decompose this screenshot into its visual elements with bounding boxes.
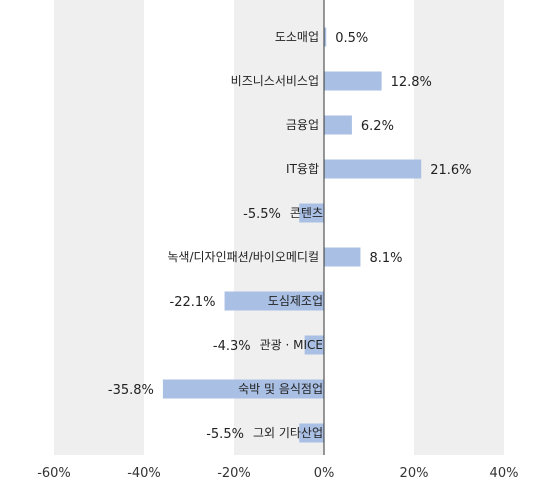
background-bands (54, 0, 504, 455)
bar (324, 71, 382, 91)
value-label: -35.8% (108, 383, 154, 398)
bar (324, 115, 352, 135)
x-tick-label: 20% (400, 466, 429, 481)
category-label: 도심제조업 (268, 294, 323, 308)
category-label: 숙박 및 음식점업 (238, 382, 323, 396)
bars (162, 27, 422, 443)
x-axis-ticks: -60% -40% -20% 0% 20% 40% (37, 466, 518, 481)
bar (299, 203, 324, 223)
x-tick-label: 0% (314, 466, 335, 481)
background-band (54, 0, 144, 455)
bar (324, 247, 361, 267)
bar (299, 423, 324, 443)
background-band (414, 0, 504, 455)
x-tick-label: -60% (37, 466, 71, 481)
background-band (234, 0, 324, 455)
x-tick-label: -40% (127, 466, 161, 481)
category-label: 녹색/디자인패션/바이오메디컬 (167, 250, 319, 264)
x-tick-label: 40% (490, 466, 519, 481)
value-label: 6.2% (361, 119, 394, 134)
value-label: -4.3% (213, 339, 251, 354)
category-label: 관광 · MICE (260, 338, 323, 352)
value-label: -5.5% (206, 427, 244, 442)
bar (162, 379, 324, 399)
value-label: -22.1% (170, 295, 216, 310)
category-label: 콘텐츠 (290, 206, 323, 220)
value-labels: 0.5% 12.8% 6.2% 21.6% -5.5% 8.1% -22.1% -4.3% -3… (108, 31, 472, 442)
bar (304, 335, 324, 355)
value-label: 8.1% (369, 251, 402, 266)
category-label: 도소매업 (275, 30, 319, 44)
value-label: -5.5% (243, 207, 281, 222)
category-label: 비즈니스서비스업 (231, 74, 319, 88)
category-label: 그외 기타산업 (253, 426, 323, 440)
category-label: IT융합 (286, 162, 319, 176)
bar (324, 27, 327, 47)
value-label: 21.6% (430, 163, 471, 178)
x-tick-label: -20% (217, 466, 251, 481)
value-label: 12.8% (391, 75, 432, 90)
bar (324, 159, 422, 179)
bar (224, 291, 324, 311)
value-label: 0.5% (335, 31, 368, 46)
category-label: 금융업 (286, 118, 319, 132)
